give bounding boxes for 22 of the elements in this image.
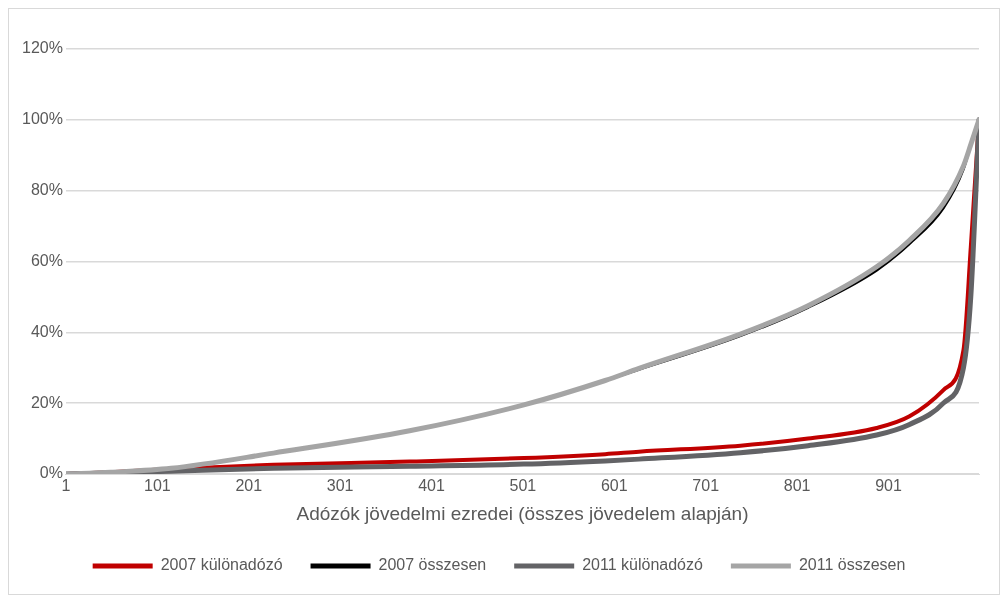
legend-label: 2007 összesen (378, 556, 487, 574)
y-tick-label: 80% (30, 181, 63, 199)
x-axis-title: Adózók jövedelmi ezredei (összes jövedelem alapján) (296, 502, 749, 524)
x-tick-label: 601 (600, 477, 628, 495)
x-tick-label: 901 (875, 477, 902, 495)
y-tick-label: 20% (30, 393, 63, 411)
x-tick-label: 201 (235, 477, 263, 495)
x-tick-label: 1 (61, 477, 71, 495)
x-tick-label: 701 (692, 477, 720, 495)
x-tick-label: 301 (326, 477, 354, 495)
y-tick-label: 0% (39, 464, 63, 482)
legend-label: 2011 különadózó (582, 556, 703, 574)
y-tick-label: 120% (22, 39, 63, 57)
x-tick-label: 101 (143, 477, 171, 495)
legend-label: 2007 különadózó (160, 556, 283, 574)
legend-label: 2011 összesen (798, 556, 906, 574)
y-tick-label: 40% (30, 322, 63, 340)
x-tick-label: 801 (783, 477, 811, 495)
y-tick-label: 100% (22, 110, 63, 128)
y-tick-label: 60% (30, 251, 63, 269)
x-tick-label: 401 (418, 477, 445, 495)
x-tick-label: 501 (509, 477, 537, 495)
